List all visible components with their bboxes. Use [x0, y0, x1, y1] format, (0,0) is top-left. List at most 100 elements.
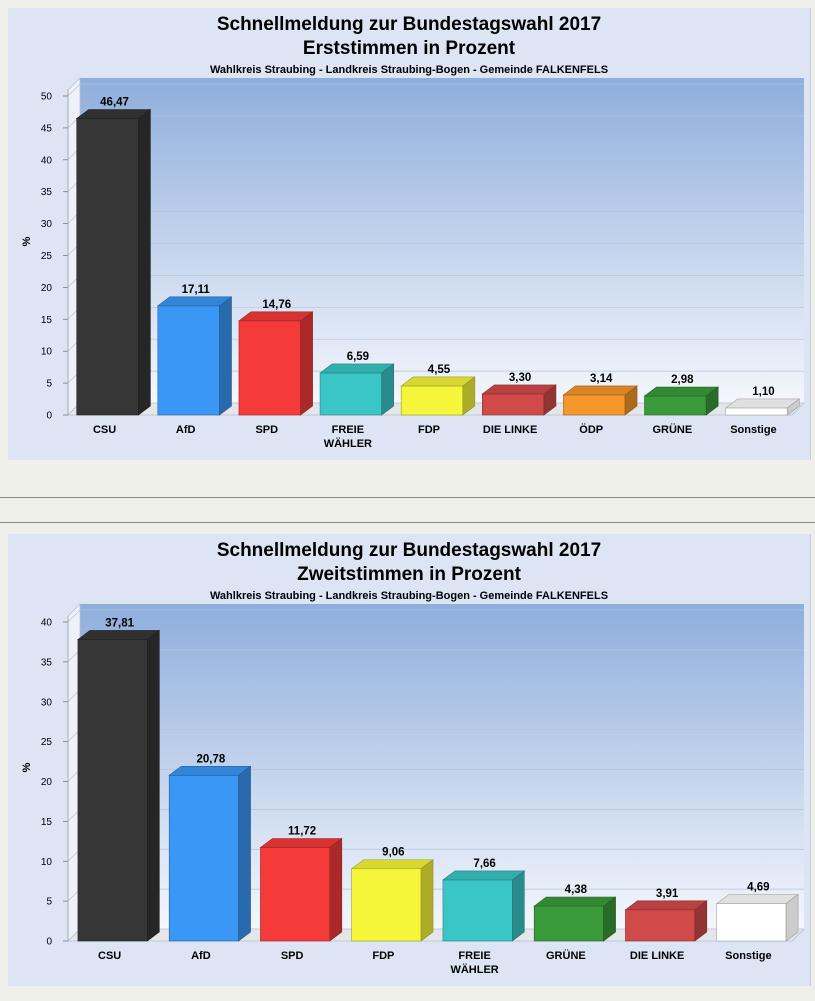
gridline: [67, 609, 81, 623]
bar-side: [300, 311, 313, 416]
bar-top: [442, 870, 526, 881]
data-label: 2,98: [671, 374, 694, 386]
y-tick-label: 0: [46, 411, 52, 422]
x-tick-label: SPD: [281, 950, 304, 962]
data-label: 14,76: [262, 299, 291, 311]
data-label: 11,72: [288, 826, 316, 838]
bar-5: [533, 896, 617, 942]
bar-top: [400, 376, 476, 387]
data-label: 9,06: [382, 847, 404, 859]
chart-title: Schnellmeldung zur Bundestagswahl 2017: [217, 540, 601, 561]
y-tick-label: 45: [41, 123, 53, 134]
x-tick-label: FREIE WÄHLER: [324, 424, 372, 450]
x-tick-label: CSU: [93, 424, 116, 436]
chart-subtitle: Erststimmen in Prozent: [303, 38, 516, 59]
bar-front: [716, 903, 787, 942]
data-label: 46,47: [100, 97, 129, 109]
bar-front: [563, 394, 626, 416]
bar-1: [168, 765, 252, 942]
bar-front: [625, 909, 696, 942]
y-tick-label: 0: [46, 937, 52, 948]
bar-4: [442, 870, 526, 942]
bar-top: [77, 630, 161, 640]
data-label: 3,14: [590, 373, 613, 385]
bar-top: [75, 109, 152, 119]
bar-top: [724, 398, 801, 409]
bar-side: [219, 296, 232, 416]
gridline: [67, 83, 81, 97]
y-tick-label: 5: [46, 379, 52, 390]
y-tick-label: 35: [41, 187, 53, 198]
bar-front: [400, 385, 464, 416]
bar-1: [156, 296, 233, 416]
x-tick-label: FDP: [372, 950, 394, 962]
chart-caption: Wahlkreis Straubing - Landkreis Straubin…: [210, 64, 608, 76]
data-label: 4,69: [747, 882, 769, 894]
bar-front: [168, 774, 239, 942]
y-tick-label: 25: [41, 737, 53, 748]
bar-top: [238, 311, 314, 322]
data-label: 7,66: [473, 858, 495, 870]
bar-top: [715, 894, 799, 904]
bar-side: [329, 837, 343, 942]
bar-3: [350, 859, 434, 942]
bar-7: [715, 893, 799, 942]
bar-top: [156, 296, 233, 307]
data-label: 4,55: [428, 364, 451, 376]
chart-zweitstimmen: Schnellmeldung zur Bundestagswahl 2017 Zw…: [21, 540, 805, 976]
data-label: 1,10: [752, 386, 774, 398]
bar-front: [238, 320, 301, 416]
y-tick-label: 35: [41, 657, 53, 668]
y-tick-label: 40: [41, 155, 53, 166]
y-tick-label: 25: [41, 251, 53, 262]
bar-side: [238, 765, 251, 942]
bar-2: [238, 311, 314, 416]
chart-erststimmen: Schnellmeldung zur Bundestagswahl 2017 Er…: [21, 14, 805, 450]
x-tick-label: ÖDP: [579, 423, 603, 436]
x-tick-label: AfD: [176, 424, 196, 436]
bar-top: [643, 386, 720, 397]
y-axis-label: %: [21, 236, 33, 246]
chart-panel-erststimmen: Schnellmeldung zur Bundestagswahl 2017 Er…: [8, 8, 811, 460]
bar-2: [259, 837, 343, 942]
bar-top: [562, 385, 638, 396]
bar-front: [644, 395, 707, 416]
bar-top: [319, 363, 395, 374]
data-label: 20,78: [196, 753, 225, 765]
x-tick-label: AfD: [191, 950, 211, 962]
bar-front: [725, 407, 788, 416]
bar-5: [481, 384, 557, 416]
y-tick-label: 40: [41, 618, 53, 629]
bar-side: [694, 900, 708, 942]
bar-side: [420, 859, 434, 942]
bar-side: [511, 870, 525, 942]
y-tick-label: 15: [41, 817, 53, 828]
x-tick-label: FDP: [418, 424, 440, 436]
bar-top: [533, 896, 617, 907]
data-label: 4,38: [565, 884, 588, 896]
bar-side: [624, 385, 638, 416]
data-label: 6,59: [347, 351, 369, 363]
bar-top: [624, 900, 708, 911]
bar-top: [259, 838, 343, 848]
bar-front: [481, 393, 545, 416]
bar-front: [533, 905, 604, 942]
y-tick-label: 5: [46, 897, 52, 908]
chart-title: Schnellmeldung zur Bundestagswahl 2017: [217, 14, 601, 35]
chart-subtitle: Zweitstimmen in Prozent: [297, 564, 521, 585]
bar-top: [168, 765, 252, 776]
bar-4: [400, 376, 476, 416]
bar-front: [351, 868, 422, 942]
bar-side: [785, 893, 799, 942]
bar-side: [786, 398, 800, 416]
data-label: 3,91: [656, 888, 679, 900]
y-tick-label: 30: [41, 697, 53, 708]
chart-panel-zweitstimmen: Schnellmeldung zur Bundestagswahl 2017 Zw…: [8, 534, 811, 986]
bar-side: [147, 629, 160, 942]
divider-top: [0, 497, 815, 498]
x-tick-label: Sonstige: [730, 424, 776, 436]
data-label: 3,30: [509, 372, 531, 384]
bar-0: [77, 629, 161, 942]
bar-front: [157, 305, 220, 416]
bar-side: [543, 384, 557, 416]
